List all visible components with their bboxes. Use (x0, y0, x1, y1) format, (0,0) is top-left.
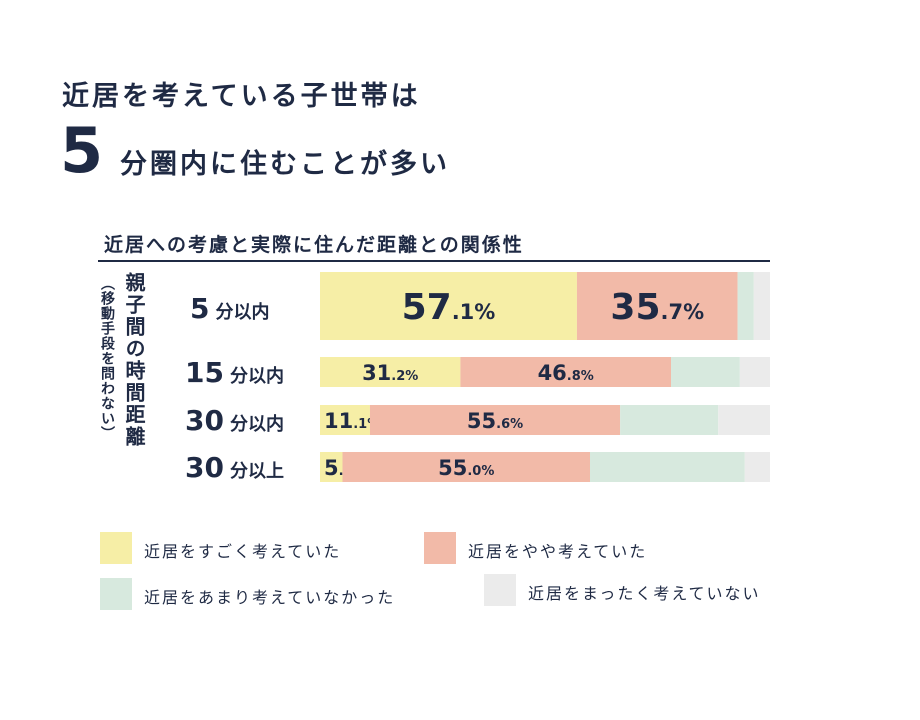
category-text: 分以内 (229, 414, 284, 435)
category-label: 5 分以内 (190, 292, 269, 325)
category-number: 5 (190, 292, 210, 325)
legend-label: 近居をやや考えていた (468, 542, 648, 561)
data-label: 46.8% (538, 361, 594, 385)
category-number: 30 (185, 404, 224, 437)
title-underline (98, 260, 770, 262)
category-text: 分以上 (229, 461, 284, 482)
headline-number: 5 (60, 114, 104, 187)
bar-segment (744, 452, 770, 482)
y-axis-label: 親子間の時間距離 (122, 272, 146, 448)
legend-label: 近居をあまり考えていなかった (144, 588, 396, 607)
y-axis-sub-label: （移動手段を問わない） (99, 276, 115, 441)
category-number: 15 (185, 356, 224, 389)
bar-segment (320, 405, 370, 435)
bar-segment (320, 357, 461, 387)
bar-segment (671, 357, 740, 387)
bar-segment (576, 272, 738, 340)
bar-segment (590, 452, 745, 482)
legend-swatch (424, 532, 456, 564)
bar-segment (320, 272, 577, 340)
legend-swatch (484, 574, 516, 606)
bar-segment (739, 357, 770, 387)
category-text: 分以内 (229, 366, 284, 387)
headline-line2: 分圏内に住むことが多い (120, 149, 450, 180)
legend-label: 近居をまったく考えていない (528, 584, 761, 603)
chart-title: 近居への考慮と実際に住んだ距離との関係性 (104, 234, 524, 256)
bar-segment (620, 405, 719, 435)
data-label: 35.7% (610, 287, 704, 328)
bar-segment (753, 272, 770, 340)
legend-swatch (100, 578, 132, 610)
data-label: 55.0% (438, 456, 494, 480)
category-label: 30 分以上 (185, 451, 284, 484)
bar-segment (320, 452, 343, 482)
bar-segment (342, 452, 590, 482)
bar-segment (369, 405, 621, 435)
bar-segment (737, 272, 754, 340)
category-text: 分以内 (215, 302, 270, 323)
data-label: 57.1% (402, 287, 496, 328)
headline-line1: 近居を考えている子世帯は (62, 81, 421, 112)
category-label: 30 分以内 (185, 404, 284, 437)
data-label: 55.6% (467, 409, 523, 433)
bar-segment (718, 405, 770, 435)
category-number: 30 (185, 451, 224, 484)
data-label: 31.2% (362, 361, 418, 385)
bar-segment (460, 357, 671, 387)
legend-swatch (100, 532, 132, 564)
legend-label: 近居をすごく考えていた (144, 542, 342, 561)
category-label: 15 分以内 (185, 356, 284, 389)
